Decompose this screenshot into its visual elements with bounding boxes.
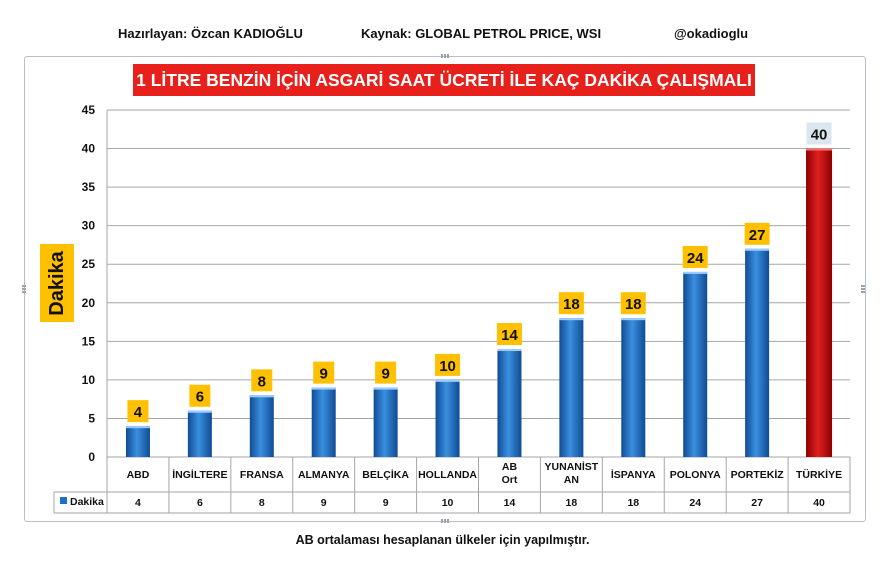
bar-cap <box>187 410 212 413</box>
resize-handle-top[interactable] <box>441 54 449 58</box>
data-label: 18 <box>563 296 580 313</box>
data-label: 24 <box>687 250 704 267</box>
data-label: 27 <box>749 227 766 244</box>
y-tick-label: 5 <box>88 411 95 425</box>
x-tick-label: TÜRKİYE <box>796 468 842 481</box>
data-label-bg <box>313 361 335 384</box>
table-value: 9 <box>383 497 389 509</box>
data-label: 6 <box>196 389 204 406</box>
table-value: 40 <box>813 497 825 509</box>
y-axis-label: Dakika <box>40 244 74 322</box>
bar-cap <box>249 395 274 398</box>
resize-handle-right[interactable] <box>861 285 865 293</box>
data-label-bg <box>744 222 770 245</box>
data-label-bg <box>189 384 211 407</box>
bar-cap <box>435 379 460 382</box>
data-label-bg <box>435 353 461 376</box>
y-tick-label: 45 <box>82 103 96 117</box>
bar <box>745 248 770 457</box>
x-tick-label: PORTEKİZ <box>731 468 785 481</box>
bar <box>373 387 398 457</box>
bar-cap <box>621 318 646 321</box>
bar <box>435 379 460 457</box>
bar <box>559 318 584 457</box>
y-tick-label: 0 <box>88 450 95 464</box>
table-value: 18 <box>627 497 639 509</box>
footnote: AB ortalaması hesaplanan ülkeler için ya… <box>295 533 590 547</box>
data-label-bg <box>127 400 149 423</box>
data-label: 4 <box>134 404 143 421</box>
bar <box>497 349 522 457</box>
x-tick-label: BELÇİKA <box>362 468 409 481</box>
x-tick-label: FRANSA <box>240 469 284 481</box>
x-tick-label: YUNANİST <box>545 460 599 473</box>
author-credit: Hazırlayan: Özcan KADIOĞLU <box>118 26 303 41</box>
data-label-bg <box>682 245 708 268</box>
data-source: Kaynak: GLOBAL PETROL PRICE, WSI <box>361 26 602 41</box>
y-tick-label: 40 <box>82 142 96 156</box>
x-tick-label: HOLLANDA <box>418 469 477 481</box>
y-tick-label: 25 <box>82 257 96 271</box>
table-value: 27 <box>751 497 763 509</box>
x-tick-label: ABD <box>127 469 150 481</box>
data-label-bg <box>558 292 584 315</box>
chart-title: 1 LİTRE BENZİN İÇİN ASGARİ SAAT ÜCRETİ İ… <box>133 64 755 96</box>
y-tick-label: 35 <box>82 180 96 194</box>
legend-label: Dakika <box>70 496 104 508</box>
bar-cap <box>497 349 522 352</box>
bar <box>311 387 336 457</box>
data-label-bg <box>620 292 646 315</box>
bar <box>683 271 708 457</box>
bar-cap <box>559 318 584 321</box>
bar <box>187 410 212 457</box>
x-tick-label: Ort <box>502 474 518 486</box>
bar-cap <box>373 387 398 390</box>
table-value: 6 <box>197 497 203 509</box>
data-label: 18 <box>625 296 642 313</box>
data-label: 9 <box>381 366 389 383</box>
y-tick-label: 10 <box>82 373 96 387</box>
x-tick-label: İSPANYA <box>611 468 656 481</box>
resize-handle-bottom[interactable] <box>441 519 449 523</box>
table-value: 8 <box>259 497 265 509</box>
bar-cap <box>311 387 336 390</box>
bar <box>621 318 646 457</box>
bar <box>249 395 274 457</box>
table-value: 14 <box>504 497 516 509</box>
x-tick-label: İNGİLTERE <box>172 468 227 481</box>
table-value: 4 <box>135 497 141 509</box>
data-label-bg <box>806 122 832 145</box>
table-value: 10 <box>442 497 454 509</box>
y-tick-label: 20 <box>82 296 96 310</box>
x-tick-label: AB <box>502 461 518 473</box>
x-tick-label: AN <box>564 474 579 486</box>
legend-swatch <box>60 497 67 504</box>
y-tick-label: 15 <box>82 334 96 348</box>
table-value: 24 <box>689 497 701 509</box>
bar-cap <box>806 148 833 151</box>
data-label: 10 <box>439 358 456 375</box>
bar <box>125 426 150 457</box>
data-label-bg <box>496 323 522 346</box>
bar-cap <box>125 426 150 429</box>
data-label: 9 <box>320 366 328 383</box>
bar-cap <box>683 271 708 274</box>
table-value: 18 <box>566 497 578 509</box>
data-label-bg <box>375 361 397 384</box>
x-tick-label: POLONYA <box>670 469 721 481</box>
data-label: 40 <box>811 127 828 144</box>
bar-cap <box>745 248 770 251</box>
table-value: 9 <box>321 497 327 509</box>
resize-handle-left[interactable] <box>22 285 26 293</box>
social-handle: @okadioglu <box>674 26 749 41</box>
data-label: 8 <box>258 373 266 390</box>
bar <box>806 148 833 458</box>
y-tick-label: 30 <box>82 219 96 233</box>
data-label-bg <box>251 369 273 392</box>
data-label: 14 <box>501 327 518 344</box>
x-tick-label: ALMANYA <box>298 469 350 481</box>
